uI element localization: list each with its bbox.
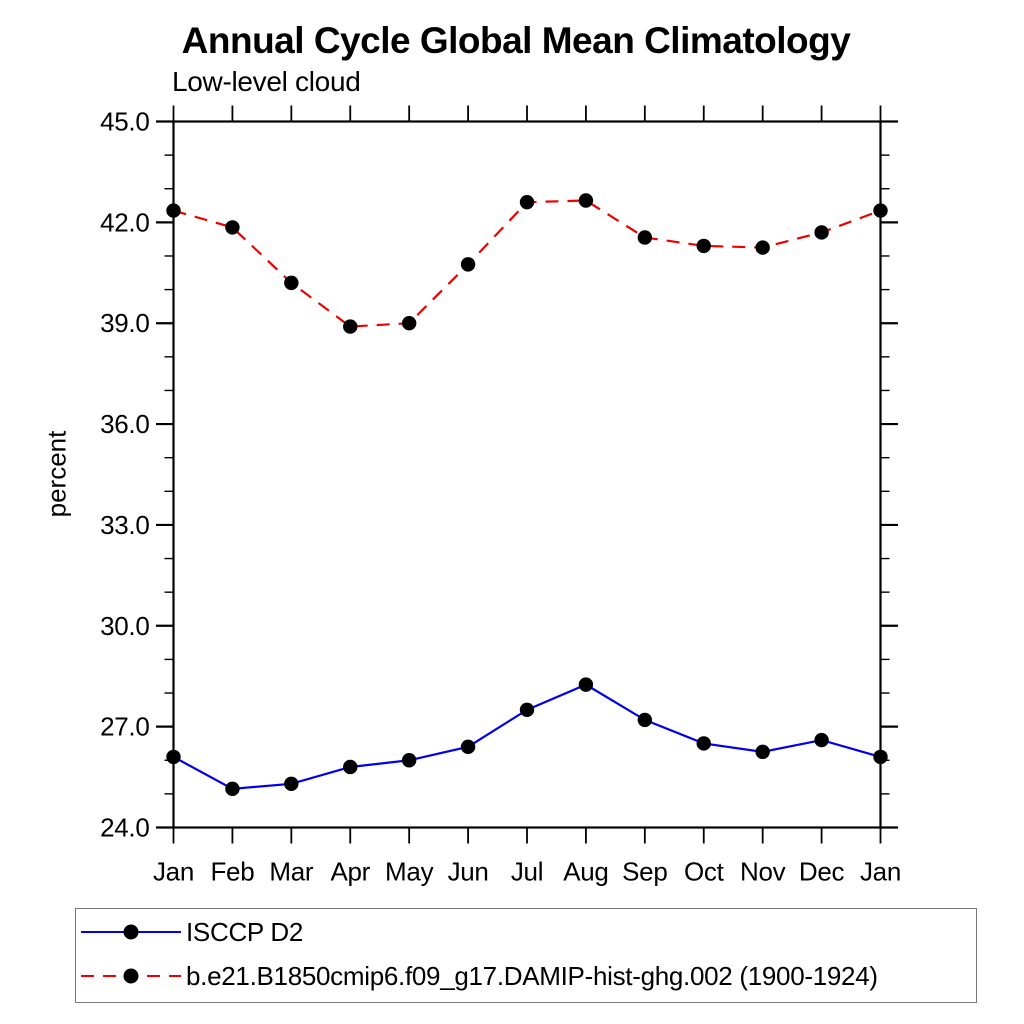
series-line-0 — [172, 683, 881, 790]
chart-subtitle: Low-level cloud — [172, 66, 361, 97]
data-point-marker-0 — [225, 781, 240, 797]
legend-line-sample-dashed — [81, 968, 181, 984]
y-axis-tick-label: 36.0 — [100, 409, 149, 439]
data-point-marker-1 — [519, 194, 535, 210]
x-axis-tick-label: Dec — [799, 857, 845, 887]
data-point-marker-0 — [460, 739, 476, 755]
legend-line-sample-solid — [81, 924, 181, 940]
data-point-marker-1 — [225, 220, 240, 235]
data-point-marker-0 — [873, 749, 888, 765]
x-axis-tick-label: Apr — [330, 857, 370, 887]
x-axis-tick-label: Jan — [153, 857, 194, 887]
x-axis-tick-label: Jun — [448, 857, 489, 887]
data-point-marker-1 — [696, 238, 711, 254]
data-point-marker-1 — [814, 225, 829, 240]
data-point-marker-1 — [460, 257, 476, 272]
legend-label-isccp-d2: ISCCP D2 — [186, 916, 304, 947]
y-axis-tick-label: 45.0 — [100, 107, 149, 137]
data-point-marker-1 — [166, 203, 181, 218]
legend-item-model-run: b.e21.B1850cmip6.f09_g17.DAMIP-hist-ghg.… — [81, 955, 878, 997]
data-point-marker-1 — [755, 240, 770, 255]
data-point-marker-1 — [873, 203, 888, 218]
x-axis-tick-label: Sep — [622, 857, 667, 887]
series-line-1 — [173, 199, 881, 328]
chart-title: Annual Cycle Global Mean Climatology — [181, 20, 851, 61]
data-point-marker-0 — [637, 712, 653, 728]
legend-label-model-run: b.e21.B1850cmip6.f09_g17.DAMIP-hist-ghg.… — [186, 960, 878, 991]
y-axis-tick-label: 42.0 — [100, 207, 149, 237]
y-axis-tick-label: 30.0 — [100, 611, 149, 641]
data-point-marker-0 — [166, 749, 181, 765]
data-point-marker-1 — [637, 230, 653, 245]
data-point-marker-0 — [814, 732, 829, 748]
y-axis-tick-label: 24.0 — [100, 813, 149, 843]
x-axis-tick-label: Aug — [563, 857, 608, 887]
x-axis-tick-label: Jul — [511, 857, 543, 887]
legend-item-isccp-d2: ISCCP D2 — [81, 911, 303, 953]
y-axis-tick-label: 39.0 — [100, 308, 149, 338]
x-axis-tick-label: Jan — [860, 857, 901, 887]
legend-marker-circle-icon — [123, 968, 139, 984]
x-axis-tick-label: Mar — [269, 857, 314, 887]
data-point-marker-0 — [755, 744, 770, 760]
x-axis-tick-label: Feb — [210, 857, 254, 887]
data-point-marker-0 — [578, 677, 594, 692]
x-axis-tick-label: Oct — [684, 857, 725, 887]
y-axis-title: percent — [41, 430, 72, 518]
data-point-marker-0 — [519, 702, 535, 718]
data-point-marker-1 — [343, 319, 358, 334]
data-point-marker-0 — [696, 736, 711, 751]
data-point-marker-1 — [284, 275, 299, 291]
data-point-marker-0 — [284, 776, 299, 791]
data-point-marker-0 — [401, 753, 417, 768]
y-axis-tick-label: 33.0 — [100, 510, 149, 540]
plot-border — [172, 120, 882, 829]
legend-box: ISCCP D2 b.e21.B1850cmip6.f09_g17.DAMIP-… — [75, 908, 977, 1003]
legend-marker-circle-icon — [123, 924, 139, 940]
data-point-marker-0 — [343, 759, 358, 775]
x-axis-tick-label: May — [385, 857, 434, 887]
y-axis-tick-label: 27.0 — [100, 712, 149, 742]
x-axis-tick-label: Nov — [740, 857, 786, 887]
data-point-marker-1 — [578, 193, 594, 208]
data-point-marker-1 — [401, 316, 417, 331]
